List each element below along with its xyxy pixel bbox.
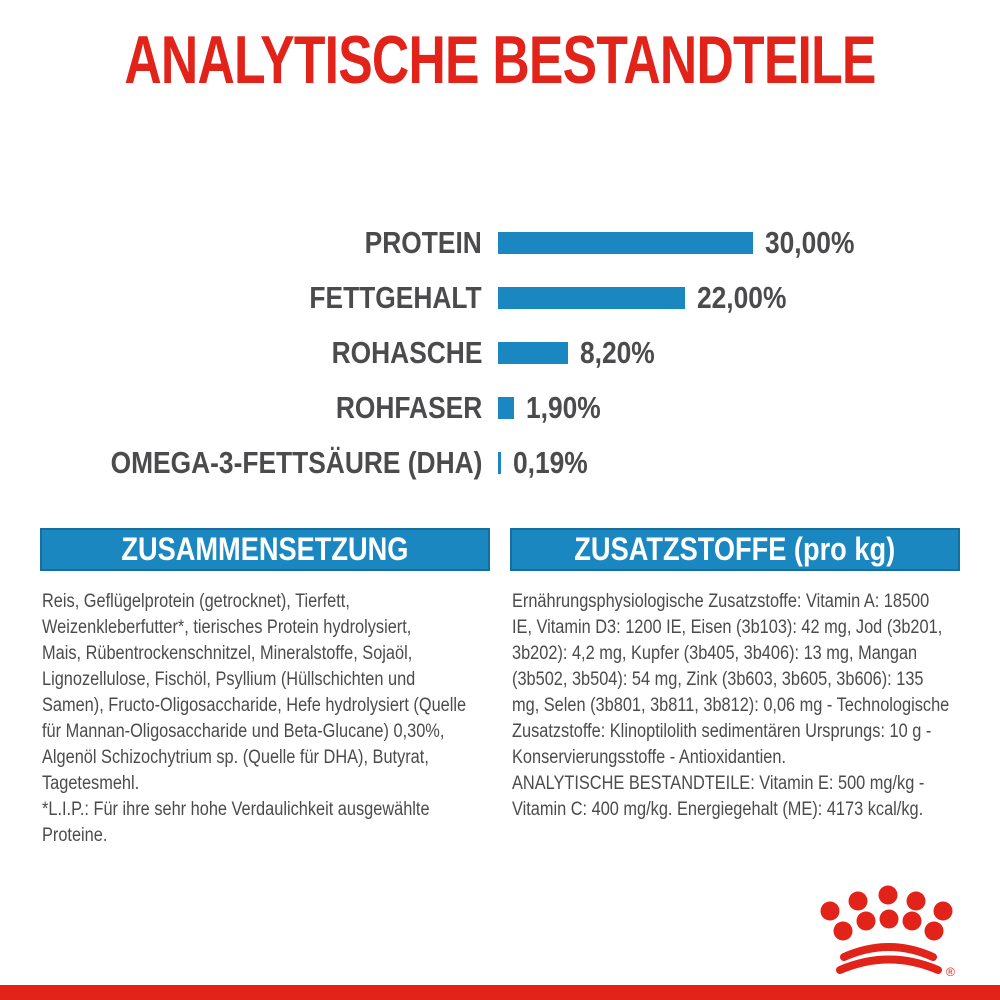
- composition-header-label: ZUSAMMENSETZUNG: [121, 531, 409, 567]
- bar-label: FETTGEHALT: [309, 279, 482, 315]
- crown-arcs: [836, 943, 942, 974]
- bar: [498, 286, 685, 309]
- bar-value: 0,19%: [513, 444, 588, 480]
- additives-body: Ernährungsphysiologische Zusatzstoffe: V…: [512, 591, 950, 820]
- composition-body: Reis, Geflügelprotein (getrocknet), Tier…: [42, 591, 467, 846]
- bar-chart: PROTEIN 30,00% FETTGEHALT 22,00% ROHASCH…: [0, 215, 1000, 490]
- bar-chart-row: ROHASCHE 8,20%: [0, 325, 1000, 380]
- crown-dots: [820, 885, 953, 941]
- bar: [498, 341, 568, 364]
- bar: [498, 396, 514, 419]
- bar-chart-row: ROHFASER 1,90%: [0, 380, 1000, 435]
- bar-label: ROHASCHE: [331, 334, 482, 370]
- bar-chart-row: PROTEIN 30,00%: [0, 215, 1000, 270]
- bar: [498, 451, 501, 474]
- bar-value: 30,00%: [765, 224, 855, 260]
- footer-red-bar: [0, 985, 1000, 1000]
- royal-canin-crown-logo: ®: [820, 885, 955, 979]
- registered-trademark-icon: ®: [946, 965, 955, 979]
- additives-header: ZUSATZSTOFFE (pro kg): [510, 528, 960, 571]
- composition-header: ZUSAMMENSETZUNG: [40, 528, 490, 571]
- bar-label: OMEGA-3-FETTSÄURE (DHA): [110, 444, 482, 480]
- additives-header-label: ZUSATZSTOFFE (pro kg): [574, 531, 896, 567]
- bar-chart-row: FETTGEHALT 22,00%: [0, 270, 1000, 325]
- bar-value: 22,00%: [697, 279, 787, 315]
- bar-value: 8,20%: [580, 334, 655, 370]
- bar-chart-row: OMEGA-3-FETTSÄURE (DHA) 0,19%: [0, 435, 1000, 490]
- bar-value: 1,90%: [526, 389, 601, 425]
- page-title: ANALYTISCHE BESTANDTEILE: [124, 22, 876, 98]
- bar: [498, 231, 753, 254]
- bar-label: PROTEIN: [364, 224, 482, 260]
- bar-label: ROHFASER: [335, 389, 482, 425]
